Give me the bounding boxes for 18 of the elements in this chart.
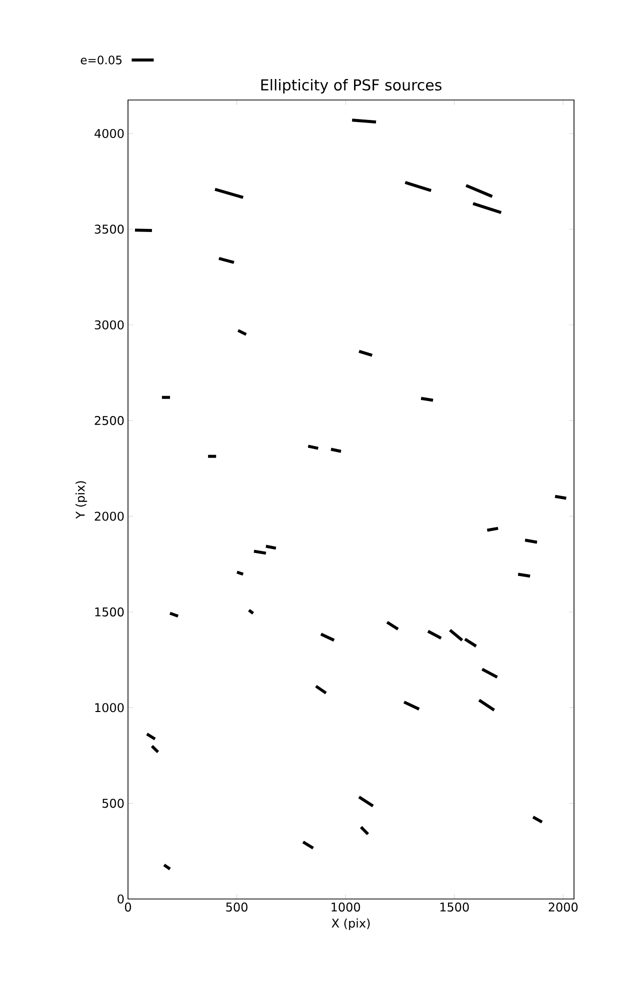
x-axis-title: X (pix) (332, 918, 370, 930)
y-tick-label: 500 (102, 798, 124, 808)
x-tick-label: 1000 (332, 902, 360, 912)
y-tick-label: 3500 (94, 224, 124, 234)
y-tick-label: 2000 (94, 512, 124, 521)
y-tick-label: 1000 (95, 703, 124, 712)
x-tick-label: 0 (124, 902, 132, 912)
y-tick-label: 1500 (95, 607, 124, 616)
x-tick-label: 500 (226, 902, 248, 912)
y-tick-label: 2500 (94, 416, 124, 426)
x-tick-label: 1500 (440, 902, 469, 912)
text: e=0.05 (80, 56, 122, 64)
y-tick-label: 3000 (94, 320, 124, 330)
chart-title: Ellipticity of PSF sources (261, 78, 442, 94)
x-tick-label: 2000 (548, 902, 578, 912)
y-tick-label: 4000 (94, 128, 124, 138)
y-axis-title: Y (pix) (75, 481, 88, 519)
y-tick-label: 0 (118, 894, 124, 904)
